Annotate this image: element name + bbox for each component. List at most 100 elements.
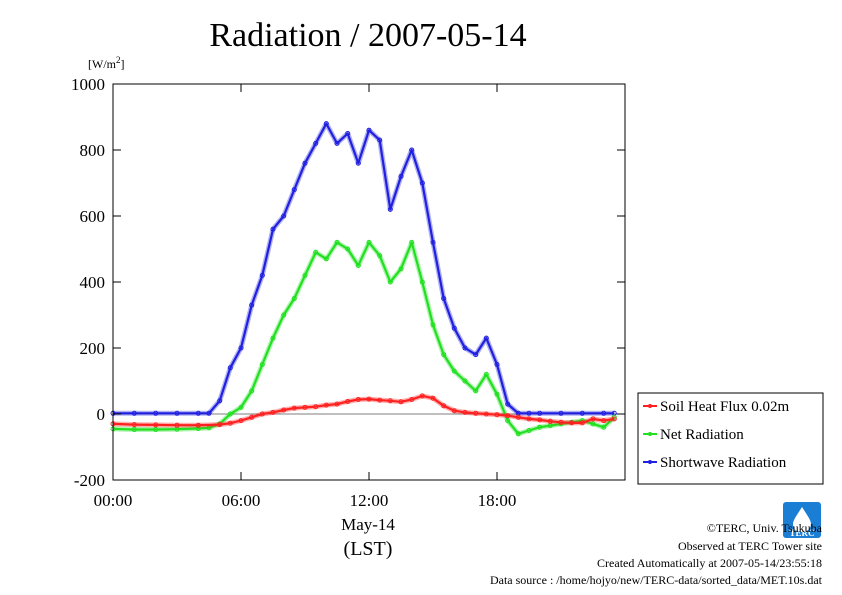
series-point bbox=[238, 345, 244, 351]
legend-marker bbox=[648, 460, 652, 464]
series-point bbox=[387, 398, 393, 404]
series-point bbox=[153, 422, 159, 428]
series-point bbox=[451, 408, 457, 414]
series-point bbox=[334, 140, 340, 146]
series-point bbox=[334, 239, 340, 245]
series-point bbox=[377, 397, 383, 403]
series-scatter-band bbox=[112, 239, 617, 437]
series-point bbox=[345, 131, 351, 136]
series-point bbox=[366, 396, 372, 402]
series-point bbox=[451, 368, 457, 374]
x-tick-label: 06:00 bbox=[222, 491, 261, 510]
series-point bbox=[430, 322, 436, 328]
series-point bbox=[291, 187, 297, 193]
series-point bbox=[249, 414, 255, 420]
series-point bbox=[302, 272, 308, 278]
series-point bbox=[259, 362, 265, 367]
series-point bbox=[505, 401, 511, 407]
series-point bbox=[313, 140, 319, 146]
series-point bbox=[206, 410, 212, 416]
series-point bbox=[462, 409, 468, 415]
y-tick-label: 800 bbox=[80, 141, 106, 160]
series-line bbox=[112, 394, 615, 427]
series-point bbox=[259, 411, 265, 417]
series-point bbox=[195, 410, 201, 416]
series-point bbox=[238, 404, 244, 410]
series-point bbox=[558, 410, 564, 416]
series-point bbox=[494, 391, 500, 397]
y-axis-label-base: [W/m bbox=[88, 57, 117, 71]
series-point bbox=[345, 399, 351, 404]
series-point bbox=[409, 397, 415, 402]
legend-marker bbox=[648, 432, 652, 436]
series-point bbox=[462, 345, 468, 351]
series-point bbox=[334, 401, 340, 407]
series-point bbox=[291, 296, 297, 301]
series-point bbox=[601, 410, 607, 416]
series-point bbox=[195, 422, 201, 428]
water-drop-icon bbox=[793, 507, 811, 532]
series-point bbox=[227, 411, 233, 417]
series-point bbox=[291, 405, 297, 411]
series-point bbox=[281, 312, 287, 318]
series-point bbox=[505, 413, 511, 419]
series-point bbox=[323, 256, 329, 262]
legend-marker bbox=[648, 404, 652, 408]
series-point bbox=[430, 239, 436, 245]
series-point bbox=[451, 325, 457, 331]
series-point bbox=[441, 403, 447, 409]
y-tick-label: -200 bbox=[74, 471, 105, 490]
series-point bbox=[419, 180, 425, 186]
series-point bbox=[195, 426, 201, 431]
series-point bbox=[217, 422, 223, 428]
terc-logo: TERC bbox=[783, 502, 821, 538]
series-point bbox=[377, 137, 383, 143]
series-point bbox=[473, 410, 479, 416]
series-point bbox=[430, 395, 436, 401]
series-line bbox=[112, 241, 616, 435]
series-point bbox=[302, 160, 308, 166]
y-tick-label: 200 bbox=[80, 339, 106, 358]
legend-label: Net Radiation bbox=[660, 427, 744, 443]
series-point bbox=[526, 410, 532, 416]
series-point bbox=[270, 335, 276, 341]
series-point bbox=[270, 226, 276, 232]
series-point bbox=[462, 378, 468, 384]
series-point bbox=[473, 352, 479, 358]
series-point bbox=[579, 420, 585, 426]
series-point bbox=[569, 420, 575, 426]
series-point bbox=[483, 371, 489, 377]
series-point bbox=[526, 416, 532, 422]
series-point bbox=[419, 279, 425, 285]
series-point bbox=[131, 427, 137, 432]
x-axis-label: May-14 bbox=[341, 515, 395, 534]
series-line bbox=[113, 122, 615, 415]
series-point bbox=[398, 173, 404, 179]
series-point bbox=[579, 410, 585, 416]
series-point bbox=[153, 410, 159, 416]
series-point bbox=[494, 412, 500, 418]
x-tick-label: 18:00 bbox=[478, 491, 517, 510]
logo-label: TERC bbox=[789, 528, 814, 538]
series-point bbox=[217, 398, 223, 404]
series-point bbox=[174, 422, 180, 428]
series-point bbox=[270, 409, 276, 415]
legend-label: Soil Heat Flux 0.02m bbox=[660, 399, 790, 415]
copyright-text: ©TERC, Univ. Tsukuba bbox=[707, 521, 823, 535]
series-point bbox=[409, 239, 415, 245]
series-point bbox=[473, 388, 479, 394]
series-point bbox=[537, 424, 543, 430]
series-scatter-band bbox=[113, 121, 615, 416]
series-point bbox=[313, 249, 319, 255]
series-point bbox=[281, 407, 287, 413]
y-tick-label: 0 bbox=[97, 405, 106, 424]
series-point bbox=[483, 411, 489, 417]
legend-label: Shortwave Radiation bbox=[660, 455, 787, 471]
legend: Soil Heat Flux 0.02m Net Radiation Shortwa… bbox=[637, 392, 824, 485]
series-point bbox=[590, 421, 596, 427]
series-point bbox=[153, 427, 159, 432]
series-point bbox=[505, 418, 511, 424]
series-point bbox=[398, 399, 404, 405]
series-point bbox=[366, 239, 372, 245]
series-point bbox=[441, 352, 447, 358]
